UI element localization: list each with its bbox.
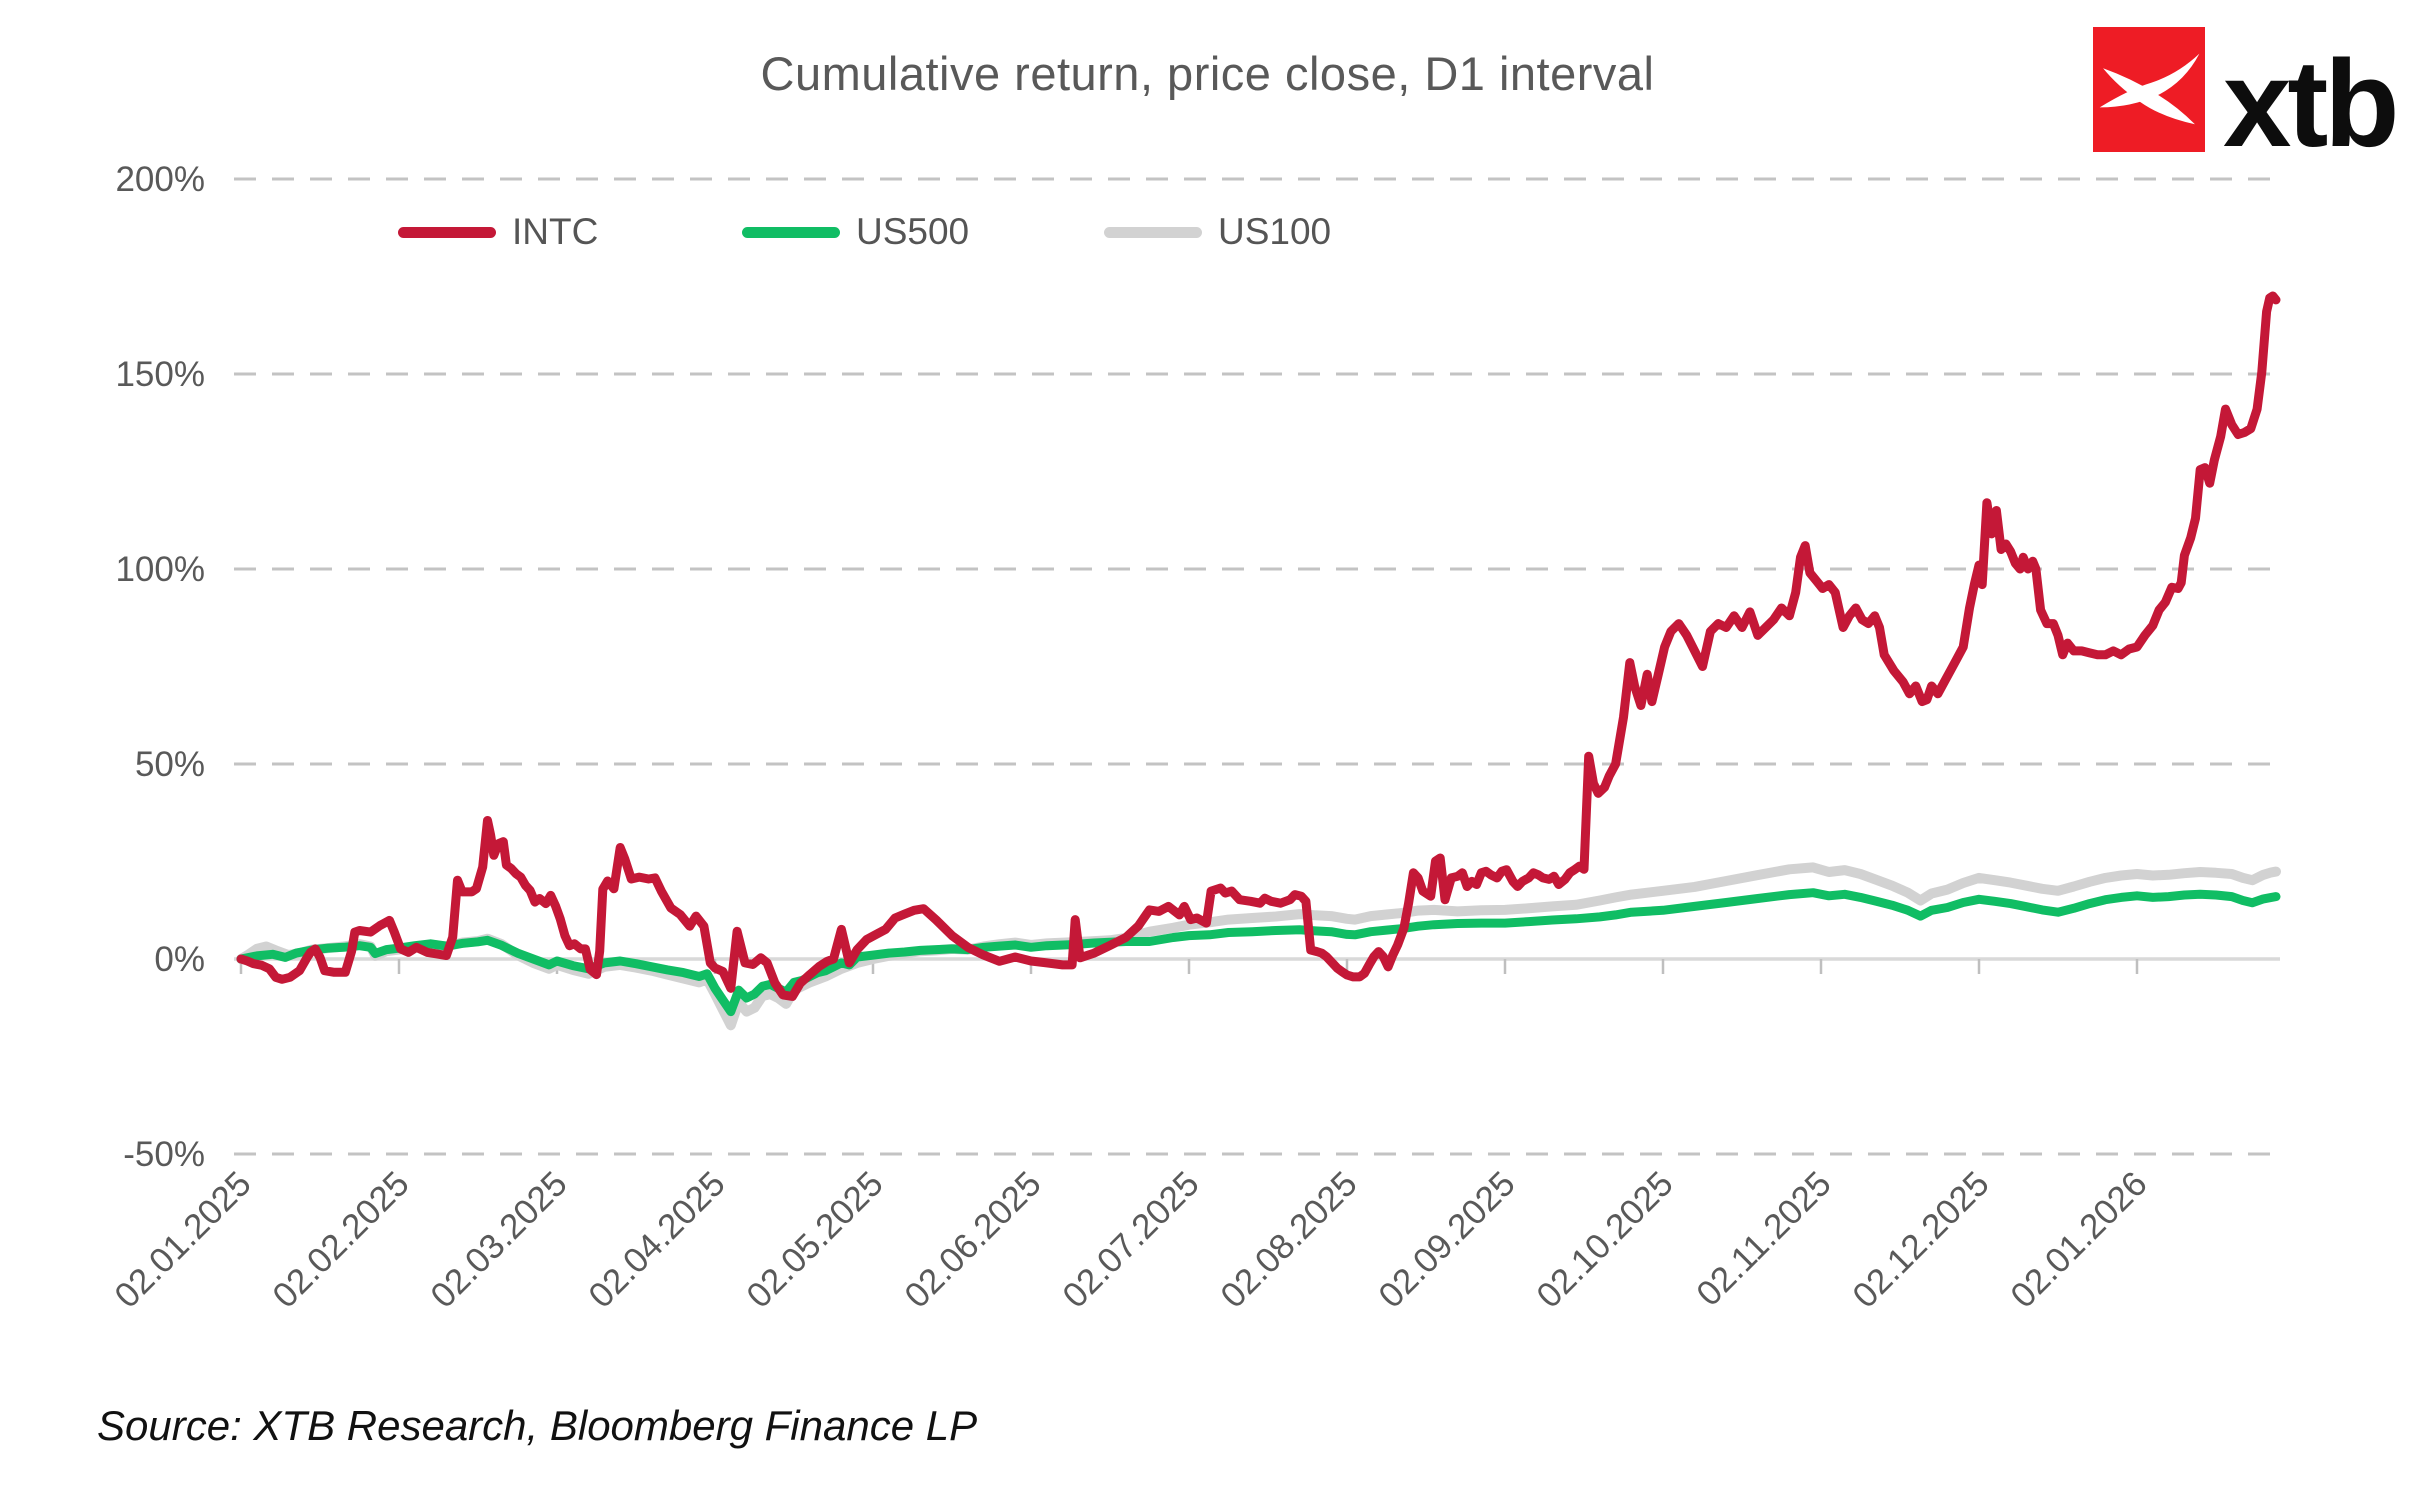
x-axis-label: 02.07.2025 bbox=[1055, 1164, 1206, 1315]
x-axis-label: 02.02.2025 bbox=[265, 1164, 416, 1315]
legend-label-us100: US100 bbox=[1218, 211, 1332, 252]
legend-label-intc: INTC bbox=[512, 211, 599, 252]
series-line-intc bbox=[236, 291, 2281, 1001]
legend-item-us100: US100 bbox=[1104, 211, 1332, 252]
x-axis-label: 02.11.2025 bbox=[1689, 1164, 1839, 1314]
x-axis-label: 02.08.2025 bbox=[1213, 1164, 1364, 1315]
series-line-us500 bbox=[236, 888, 2281, 1017]
x-axis-label: 02.10.2025 bbox=[1529, 1164, 1680, 1315]
x-axis-label: 02.06.2025 bbox=[897, 1164, 1048, 1315]
x-axis-label: 02.01.2025 bbox=[107, 1164, 258, 1315]
y-axis-label: 200% bbox=[115, 160, 205, 199]
y-axis-label: 0% bbox=[154, 940, 205, 979]
x-axis-label: 02.05.2025 bbox=[739, 1164, 890, 1315]
series-line-us100 bbox=[236, 862, 2281, 1031]
x-axis-label: 02.04.2025 bbox=[581, 1164, 732, 1315]
y-axis-label: -50% bbox=[123, 1135, 205, 1174]
us500-line-swatch bbox=[742, 226, 840, 238]
intc-line-swatch bbox=[398, 226, 496, 238]
x-axis-label: 02.09.2025 bbox=[1371, 1164, 1522, 1315]
legend-item-us500: US500 bbox=[742, 211, 970, 252]
y-axis-label: 150% bbox=[115, 355, 205, 394]
legend-label-us500: US500 bbox=[856, 211, 970, 252]
x-axis-label: 02.12.2025 bbox=[1845, 1164, 1996, 1315]
swallow-x-icon bbox=[2099, 53, 2200, 125]
x-axis-label: 02.03.2025 bbox=[423, 1164, 574, 1315]
source-note: Source: XTB Research, Bloomberg Finance … bbox=[97, 1402, 978, 1449]
xtb-logo-text: xtb bbox=[2223, 36, 2399, 173]
legend-item-intc: INTC bbox=[398, 211, 599, 252]
x-axis-label: 02.01.2026 bbox=[2003, 1164, 2154, 1315]
y-axis-label: 50% bbox=[135, 745, 205, 784]
y-axis-label: 100% bbox=[115, 550, 205, 589]
xtb-logo: xtb bbox=[2093, 27, 2399, 173]
us100-line-swatch bbox=[1104, 226, 1202, 238]
chart-title: Cumulative return, price close, D1 inter… bbox=[760, 47, 1655, 100]
xtb-logo-box bbox=[2093, 27, 2205, 152]
